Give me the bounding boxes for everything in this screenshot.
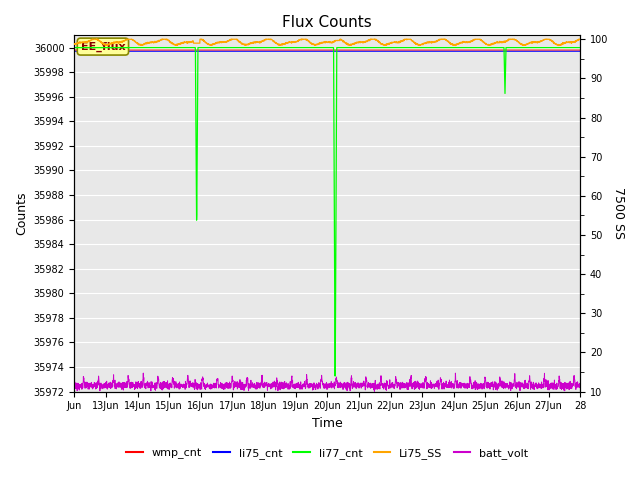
Legend: wmp_cnt, li75_cnt, li77_cnt, Li75_SS, batt_volt: wmp_cnt, li75_cnt, li77_cnt, Li75_SS, ba…: [122, 444, 533, 463]
Y-axis label: Counts: Counts: [15, 192, 28, 235]
X-axis label: Time: Time: [312, 417, 342, 430]
Title: Flux Counts: Flux Counts: [282, 15, 372, 30]
Y-axis label: 7500 SS: 7500 SS: [612, 188, 625, 240]
Text: EE_flux: EE_flux: [81, 41, 125, 52]
